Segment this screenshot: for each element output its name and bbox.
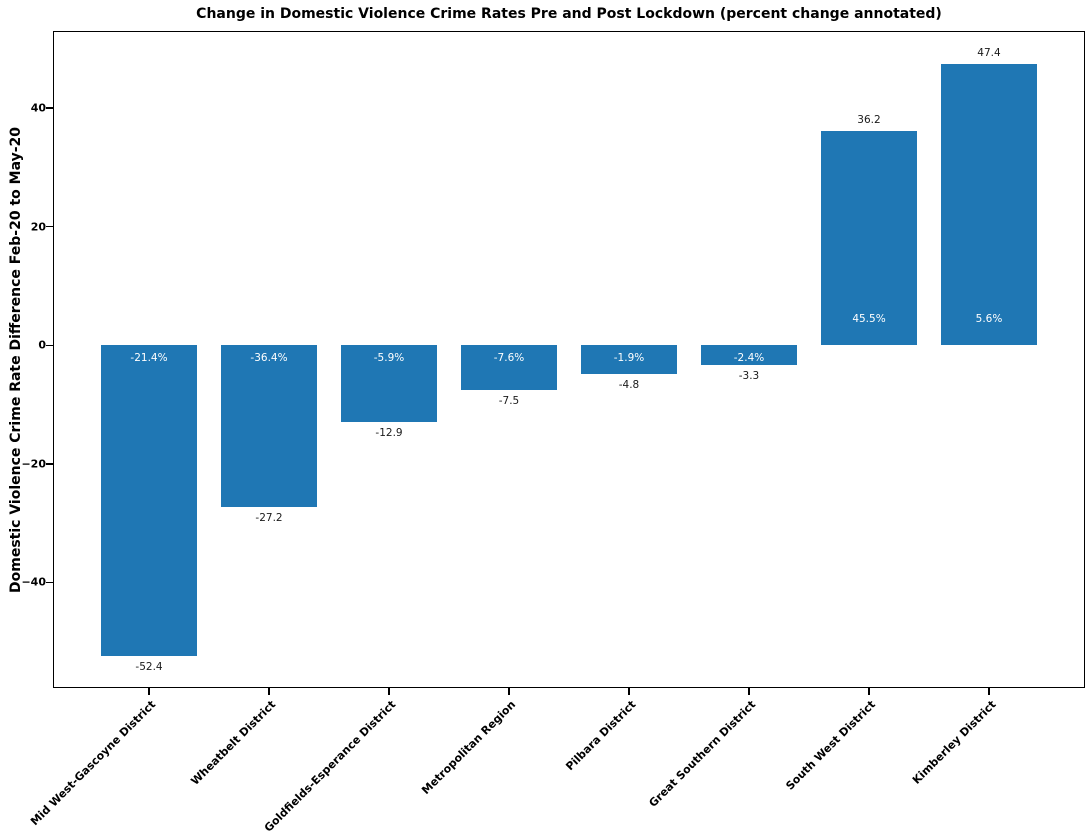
bar-percent-label: -21.4% — [130, 352, 168, 365]
bar-percent-label: -5.9% — [373, 352, 405, 365]
y-tick-mark — [46, 463, 53, 465]
y-tick-mark — [46, 344, 53, 346]
chart-title: Change in Domestic Violence Crime Rates … — [196, 6, 942, 22]
bar — [221, 345, 317, 507]
x-tick-mark — [388, 688, 390, 695]
bar — [341, 345, 437, 422]
bar-value-label: -52.4 — [135, 660, 163, 673]
x-tick-label: Mid West-Gascoyne District — [28, 698, 159, 829]
x-tick-mark — [268, 688, 270, 695]
bar-value-label: -3.3 — [738, 369, 760, 382]
bar-value-label: 36.2 — [857, 113, 881, 126]
y-tick-mark — [46, 225, 53, 228]
x-tick-label: Pilbara District — [563, 698, 639, 774]
bar — [461, 345, 557, 390]
x-tick-mark — [988, 688, 990, 695]
y-tick-label: 40 — [30, 101, 46, 115]
y-tick-mark — [46, 107, 53, 109]
y-axis-label: Domestic Violence Crime Rate Difference … — [8, 126, 24, 593]
y-tick-label: 20 — [30, 220, 46, 234]
x-tick-mark — [508, 688, 510, 695]
bar — [821, 130, 917, 346]
y-tick-mark — [46, 581, 53, 584]
bar-value-label: -12.9 — [375, 426, 403, 439]
bar — [701, 345, 797, 365]
bar-percent-label: 5.6% — [975, 313, 1003, 326]
bar — [101, 345, 197, 656]
x-tick-mark — [148, 688, 150, 695]
bar — [941, 64, 1037, 346]
bar-value-label: 47.4 — [977, 47, 1001, 60]
bar-percent-label: 45.5% — [852, 313, 886, 326]
x-tick-label: Kimberley District — [909, 698, 999, 787]
bar-percent-label: -7.6% — [493, 352, 525, 365]
bar — [581, 345, 677, 374]
bar-value-label: -7.5 — [498, 394, 520, 407]
x-tick-mark — [868, 688, 870, 695]
y-tick-label: −20 — [21, 457, 46, 471]
x-tick-label: Great Southern District — [646, 698, 759, 810]
y-tick-label: 0 — [38, 338, 46, 352]
bar-percent-label: -36.4% — [250, 352, 288, 365]
x-tick-label: Goldfields-Esperance District — [261, 698, 399, 835]
x-tick-label: Wheatbelt District — [188, 698, 279, 788]
bar-percent-label: -2.4% — [733, 352, 765, 365]
x-tick-label: South West District — [783, 698, 879, 793]
x-tick-label: Metropolitan Region — [419, 698, 519, 797]
plot-area — [53, 31, 1085, 688]
x-tick-mark — [748, 688, 750, 695]
bar-value-label: -4.8 — [618, 378, 640, 391]
x-tick-mark — [628, 688, 630, 695]
y-tick-label: −40 — [21, 575, 46, 589]
bar-value-label: -27.2 — [255, 511, 283, 524]
bar-percent-label: -1.9% — [613, 352, 645, 365]
